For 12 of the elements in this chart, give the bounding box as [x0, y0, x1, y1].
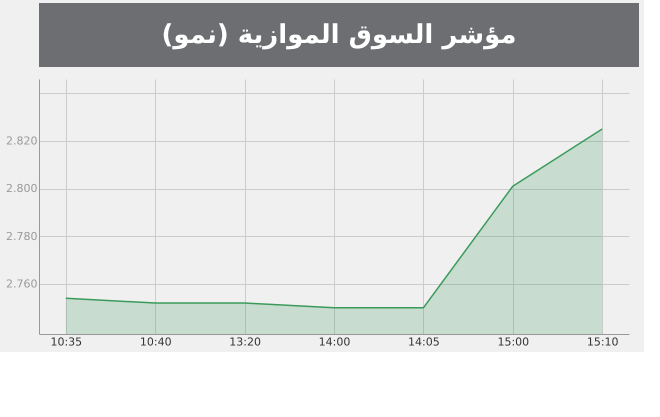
y-tick-label: 2.760	[6, 277, 38, 290]
x-tick-label: 15:10	[586, 336, 619, 348]
x-tick-label: 15:00	[497, 336, 530, 348]
x-tick-label: 14:00	[318, 336, 350, 348]
y-tick-label: 2.820	[6, 134, 38, 148]
chart-title: مؤشر السوق الموازية (نمو)	[161, 20, 517, 50]
x-tick-label: 14:05	[408, 336, 440, 348]
y-tick-label: 2.800	[6, 182, 38, 196]
x-tick-label: 13:20	[229, 336, 261, 348]
x-tick-label: 10:35	[50, 336, 82, 348]
x-tick-label: 10:40	[140, 336, 172, 348]
y-tick-label: 2.780	[6, 230, 38, 243]
